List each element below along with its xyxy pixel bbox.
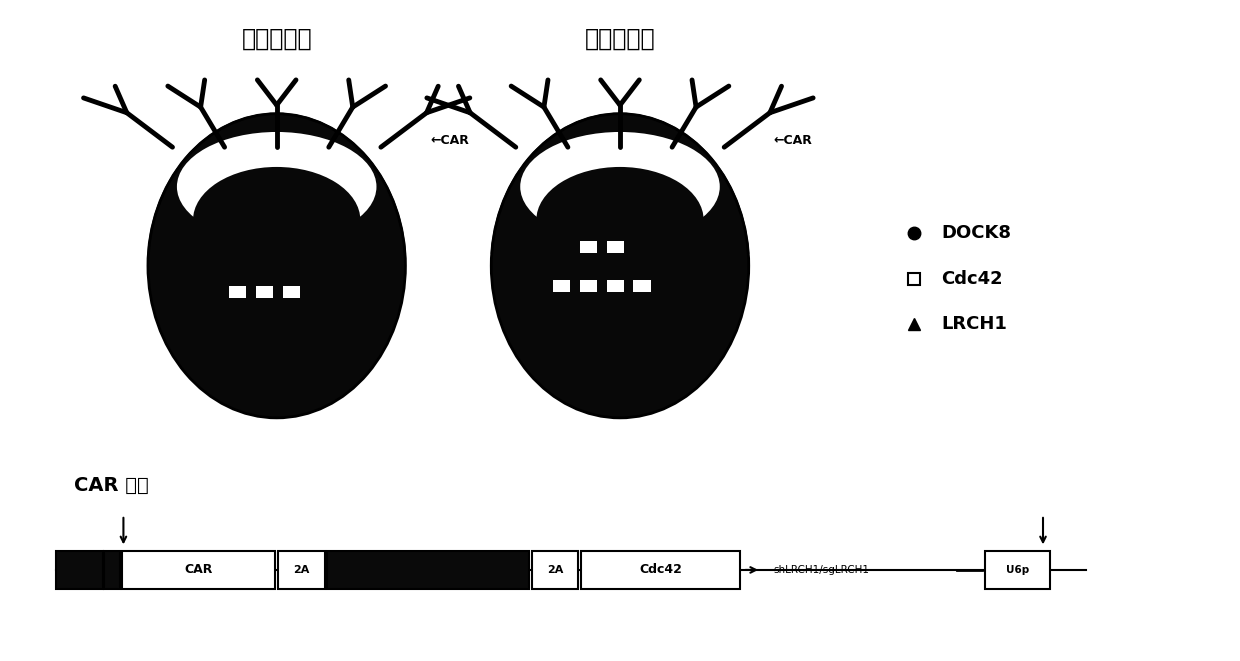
Bar (123, 551, 275, 590)
Ellipse shape (148, 114, 405, 418)
Bar (278, 551, 325, 590)
Bar (532, 551, 578, 590)
Text: CAR: CAR (185, 563, 213, 576)
Bar (283, 286, 300, 298)
Bar (327, 551, 529, 590)
Bar (580, 551, 740, 590)
Ellipse shape (521, 132, 719, 241)
Text: CAR 结构: CAR 结构 (74, 477, 149, 495)
Bar (606, 280, 624, 292)
Text: 强迁移能力: 强迁移能力 (585, 26, 655, 50)
Bar (229, 286, 246, 298)
Text: ←CAR: ←CAR (774, 134, 812, 147)
Text: LRCH1: LRCH1 (941, 315, 1007, 333)
Bar (986, 551, 1050, 590)
Text: 弱迁移能力: 弱迁移能力 (242, 26, 312, 50)
Bar (553, 280, 569, 292)
Text: 2A: 2A (293, 565, 310, 575)
Ellipse shape (537, 167, 703, 274)
Ellipse shape (193, 167, 361, 274)
Bar (634, 280, 651, 292)
Text: Cdc42: Cdc42 (941, 270, 1003, 288)
Bar (255, 286, 273, 298)
Bar (579, 280, 596, 292)
Ellipse shape (177, 132, 377, 241)
Text: U6p: U6p (1006, 565, 1029, 575)
Bar (606, 241, 624, 253)
Bar (104, 551, 120, 590)
Text: shLRCH1/sgLRCH1: shLRCH1/sgLRCH1 (774, 565, 869, 575)
Bar (56, 551, 103, 590)
Text: Cdc42: Cdc42 (639, 563, 682, 576)
Text: ←CAR: ←CAR (430, 134, 469, 147)
Bar (579, 241, 596, 253)
Text: 2A: 2A (547, 565, 563, 575)
Text: DOCK8: DOCK8 (941, 225, 1012, 243)
Ellipse shape (491, 114, 749, 418)
